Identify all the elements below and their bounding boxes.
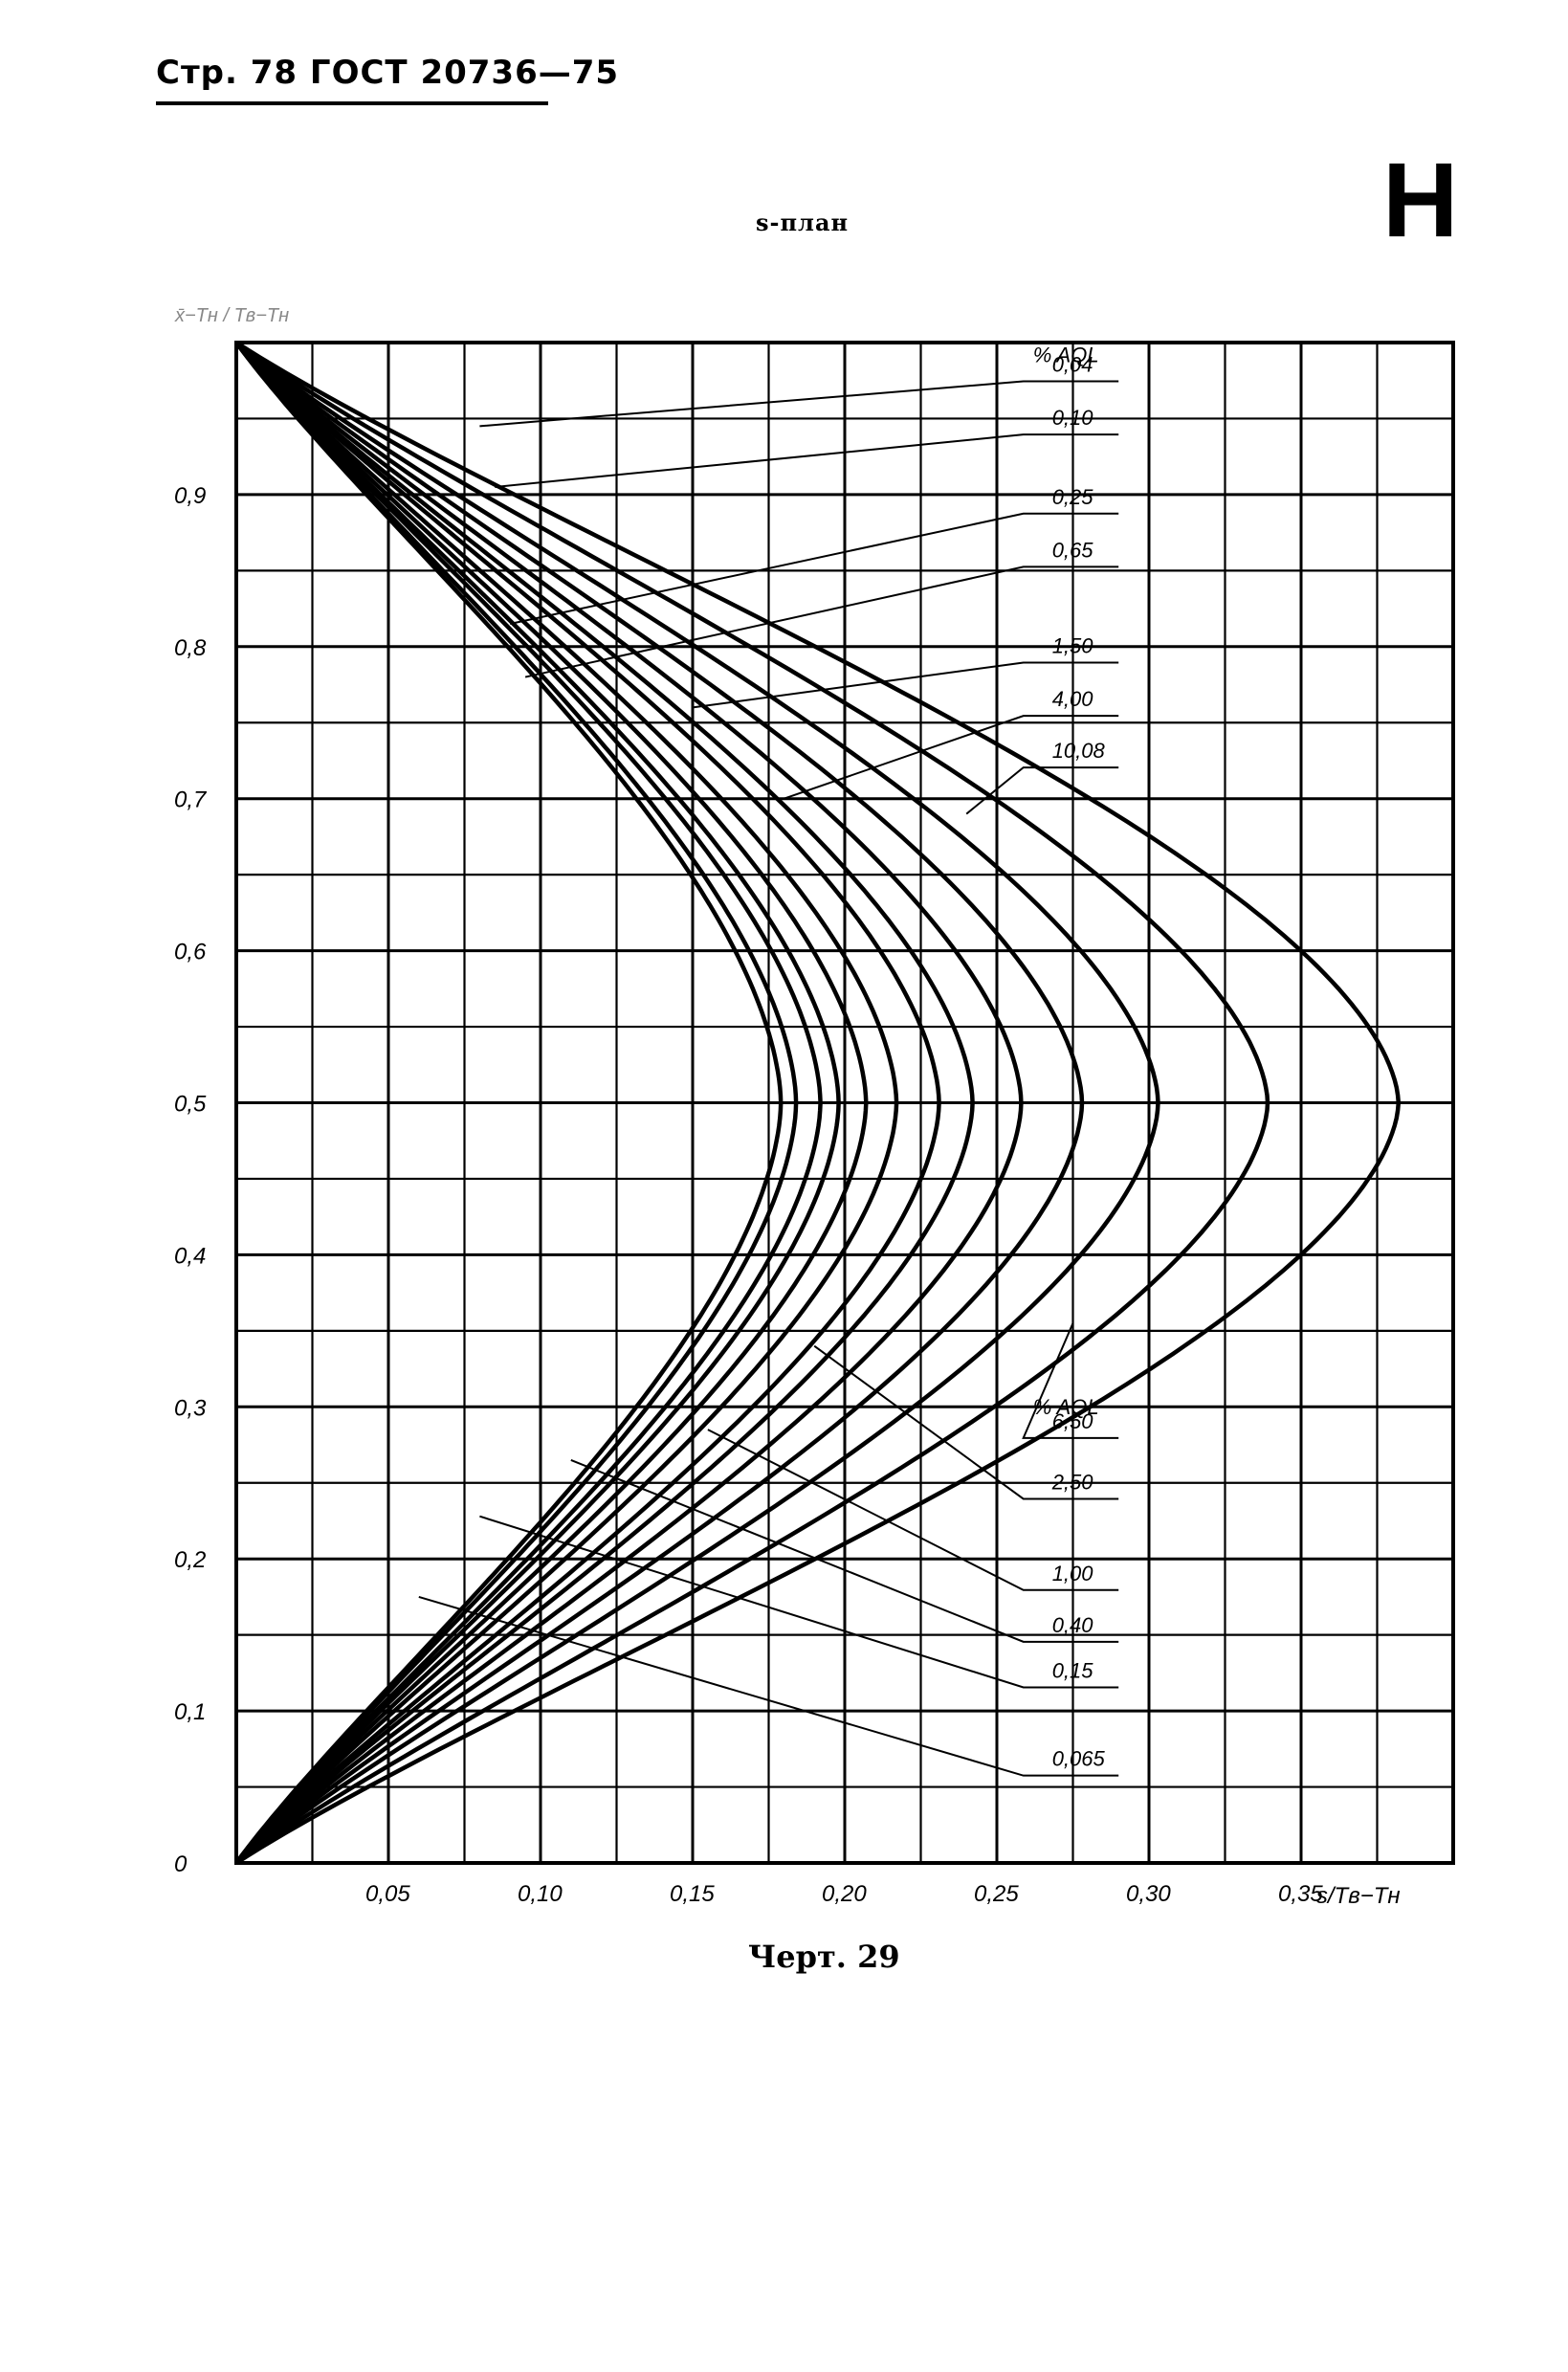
aql-curves <box>234 341 1402 1865</box>
x-axis-label: s/Tв−Tн <box>1316 1883 1401 1909</box>
chart-title: s-план <box>756 209 850 236</box>
legend-label: 0,15 <box>1052 1658 1094 1682</box>
leader-line <box>1022 1322 1119 1439</box>
leader-line <box>479 380 1119 428</box>
curve-aql-1-00 <box>234 341 975 1865</box>
x-tick-label: 0,05 <box>365 1881 410 1907</box>
x-tick-label: 0,25 <box>974 1881 1019 1907</box>
page-header: Стр. 78 ГОСТ 20736—75 <box>156 54 620 92</box>
y-tick-label: 0,4 <box>174 1243 206 1269</box>
section-letter: Н <box>1382 142 1459 259</box>
leader-line <box>707 1429 1119 1591</box>
curve-aql-4-00 <box>234 341 1160 1865</box>
curve-aql-0-65 <box>234 341 941 1865</box>
curve-aql-10-00 <box>234 341 1402 1865</box>
leader-line <box>509 512 1119 625</box>
legend-header: % AQL <box>1033 344 1099 367</box>
y-tick-label: 0,7 <box>174 787 208 813</box>
legend-label: 2,50 <box>1051 1470 1094 1494</box>
y-tick-label: 0,9 <box>174 483 206 509</box>
legend-label: 0,65 <box>1052 538 1094 562</box>
curve-aql-0-10 <box>234 341 823 1865</box>
curve-aql-0-065 <box>234 341 799 1865</box>
legend-label: 10,08 <box>1052 739 1106 763</box>
chart-grid <box>236 343 1453 1863</box>
leader-line <box>418 1595 1119 1777</box>
x-tick-label: 0,15 <box>670 1881 715 1907</box>
curve-aql-0-40 <box>234 341 899 1865</box>
legend-label: 4,00 <box>1052 687 1094 711</box>
header-divider <box>156 101 548 105</box>
y-tick-label: 0,6 <box>174 940 207 965</box>
plot-frame <box>234 341 1455 1865</box>
legend-header: % AQL <box>1033 1395 1099 1419</box>
y-tick-label: 0 <box>174 1851 188 1877</box>
y-tick-label: 0,1 <box>174 1699 206 1725</box>
y-tick-label: 0,3 <box>174 1395 207 1421</box>
curve-aql-6-50 <box>234 341 1270 1865</box>
legend-leader-lines <box>418 380 1119 1777</box>
y-tick-label: 0,8 <box>174 635 207 661</box>
figure-caption: Черт. 29 <box>748 1939 900 1975</box>
leader-line <box>479 1515 1119 1689</box>
y-tick-label: 0,2 <box>174 1547 206 1573</box>
leader-line <box>524 565 1119 678</box>
leader-line <box>570 1458 1119 1643</box>
leader-line <box>495 433 1119 488</box>
axis-tick-labels: 0,05 0,10 0,15 0,20 0,25 0,30 0,35 0 0,1 0,2 0,3 0,… <box>174 483 1323 1907</box>
legend-label: 0,065 <box>1052 1747 1106 1771</box>
y-tick-label: 0,5 <box>174 1092 207 1118</box>
legend-label: 1,50 <box>1052 634 1094 658</box>
curve-aql-2-50 <box>234 341 1085 1865</box>
curve-aql-0-25 <box>234 341 869 1865</box>
x-tick-label: 0,35 <box>1278 1881 1323 1907</box>
legend-label: 0,25 <box>1052 485 1094 509</box>
legend-label: 0,04 <box>1052 353 1093 377</box>
leader-line <box>813 1344 1119 1500</box>
legend-label: 1,00 <box>1052 1562 1094 1585</box>
leader-line <box>692 661 1119 709</box>
curve-aql-0-15 <box>234 341 841 1865</box>
legend-label: 0,10 <box>1052 406 1094 430</box>
legend-label: 0,40 <box>1052 1613 1094 1637</box>
x-tick-label: 0,20 <box>822 1881 867 1907</box>
x-tick-label: 0,30 <box>1126 1881 1171 1907</box>
leader-line <box>784 715 1119 800</box>
y-axis-label: x̄−Tн / Tв−Tн <box>174 305 289 326</box>
leader-line <box>965 766 1119 815</box>
curve-aql-1-50 <box>234 341 1024 1865</box>
x-tick-label: 0,10 <box>518 1881 563 1907</box>
legend-label: 6,50 <box>1052 1409 1094 1433</box>
